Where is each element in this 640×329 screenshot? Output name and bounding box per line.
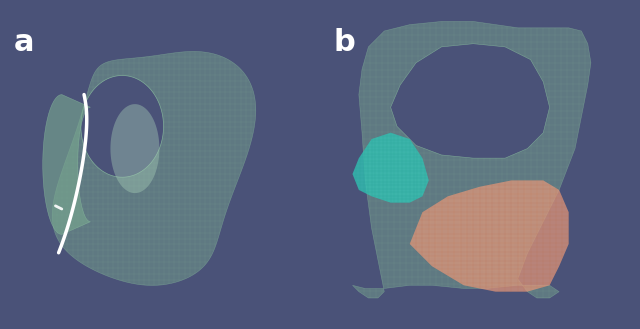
Polygon shape [353,133,429,203]
Polygon shape [410,180,569,292]
Polygon shape [390,44,550,158]
Text: a: a [14,28,35,57]
Polygon shape [353,21,591,298]
Polygon shape [43,94,90,235]
Text: b: b [333,28,355,57]
Polygon shape [81,75,164,177]
Polygon shape [52,51,256,286]
Polygon shape [111,104,159,193]
